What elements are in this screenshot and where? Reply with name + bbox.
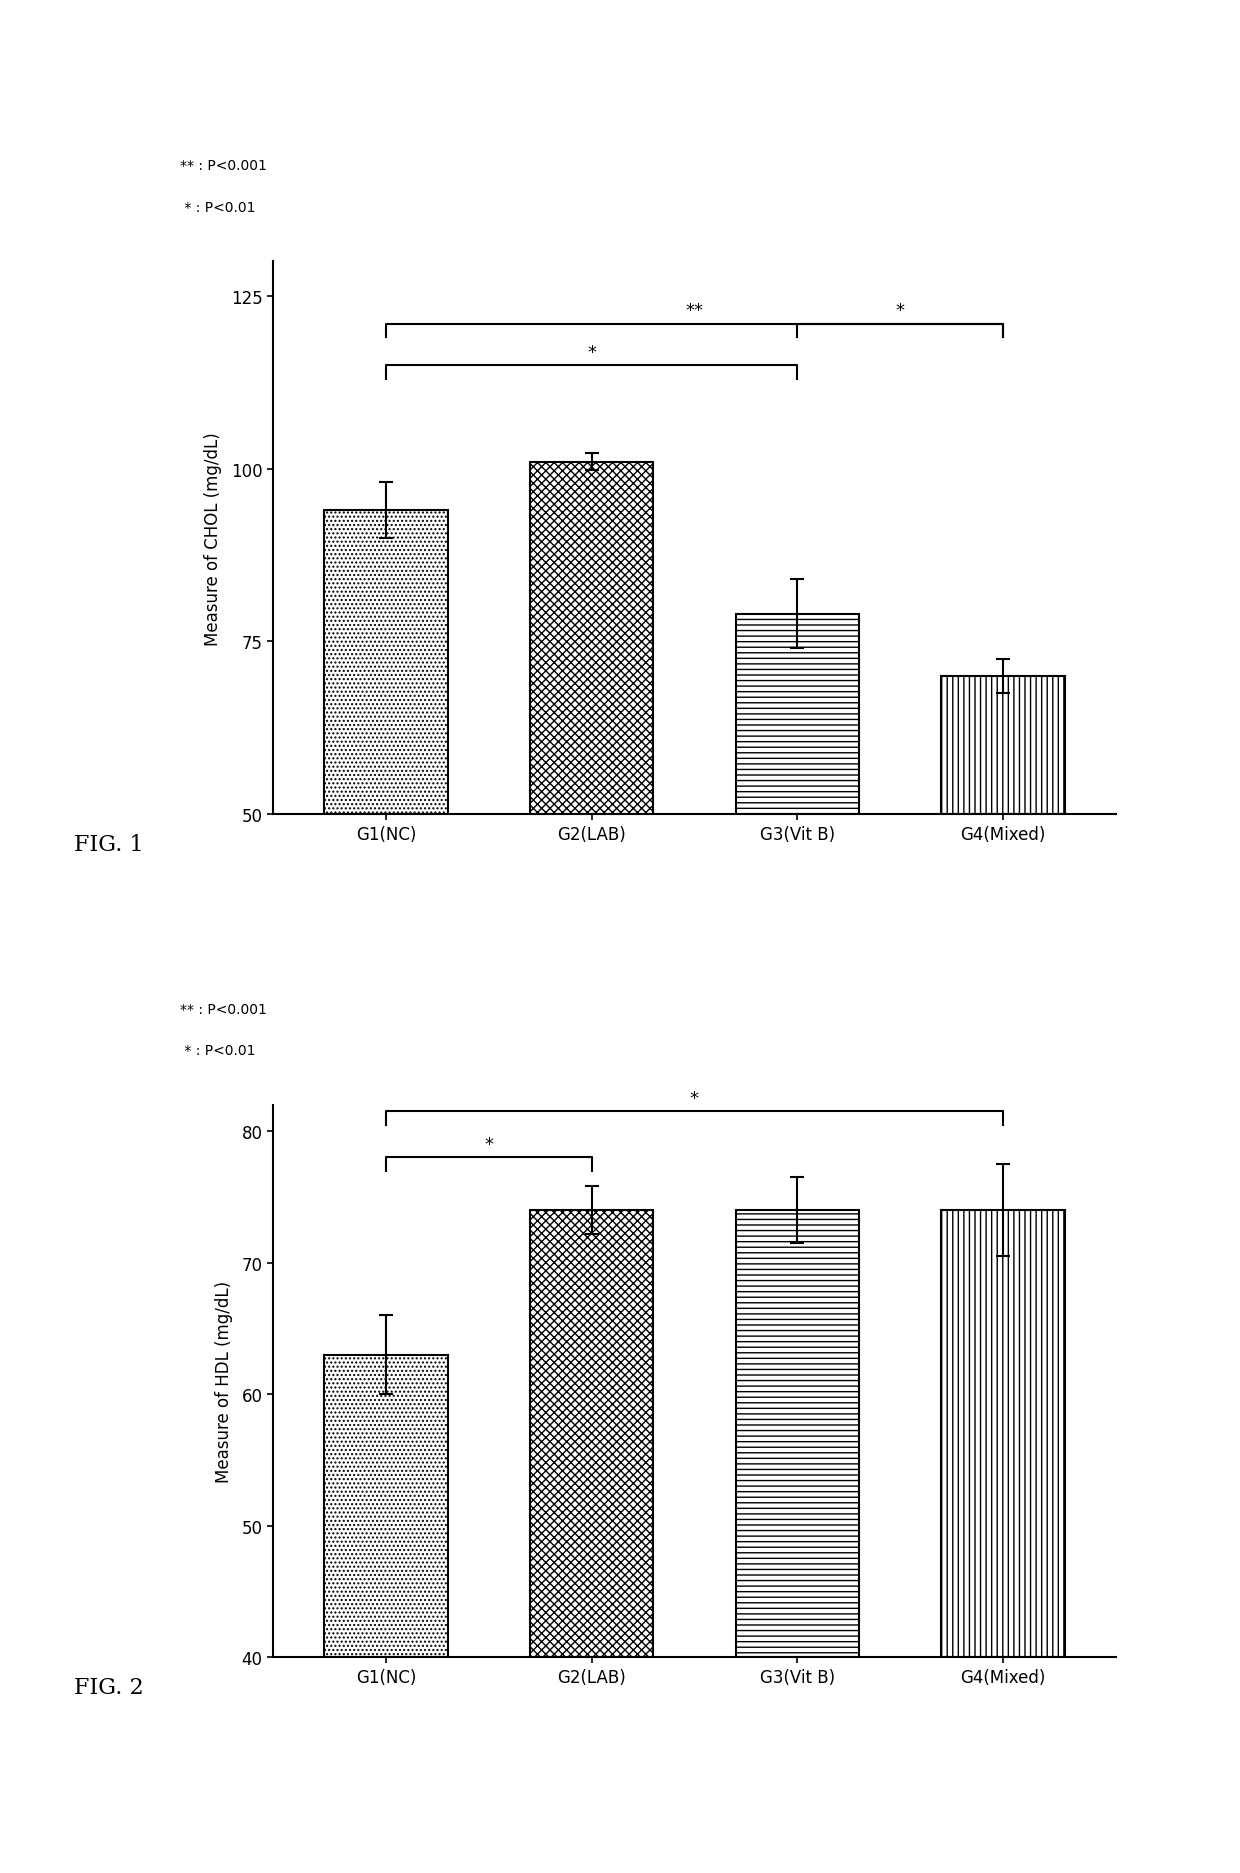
Y-axis label: Measure of CHOL (mg/dL): Measure of CHOL (mg/dL) xyxy=(205,431,222,646)
Text: *: * xyxy=(485,1135,494,1154)
Text: ** : P<0.001: ** : P<0.001 xyxy=(180,1002,267,1015)
Text: *: * xyxy=(895,302,904,320)
Y-axis label: Measure of HDL (mg/dL): Measure of HDL (mg/dL) xyxy=(215,1281,233,1482)
Bar xyxy=(529,463,653,815)
Bar xyxy=(529,1210,653,1658)
Text: * : P<0.01: * : P<0.01 xyxy=(180,200,255,214)
Text: **: ** xyxy=(686,302,703,320)
Bar xyxy=(941,1210,1065,1658)
Bar xyxy=(941,676,1065,815)
Bar xyxy=(324,1354,448,1658)
Text: * : P<0.01: * : P<0.01 xyxy=(180,1043,255,1056)
Text: FIG. 2: FIG. 2 xyxy=(74,1676,144,1699)
Bar xyxy=(735,614,859,815)
Text: ** : P<0.001: ** : P<0.001 xyxy=(180,159,267,172)
Text: FIG. 1: FIG. 1 xyxy=(74,833,144,856)
Text: *: * xyxy=(587,343,596,361)
Bar xyxy=(324,511,448,815)
Text: *: * xyxy=(689,1090,699,1107)
Bar xyxy=(735,1210,859,1658)
